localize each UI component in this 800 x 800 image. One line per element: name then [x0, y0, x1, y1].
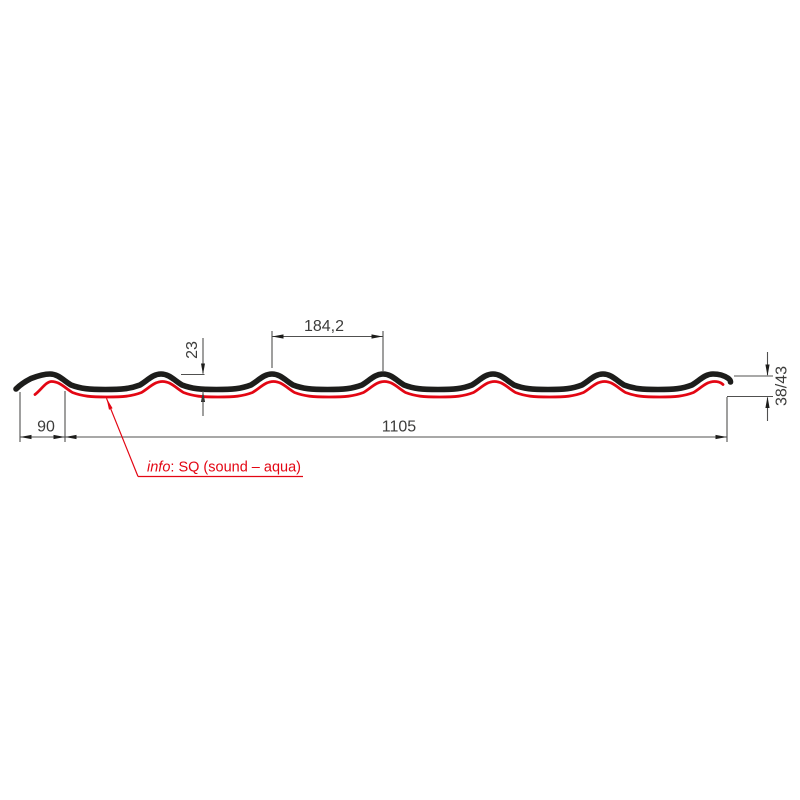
arrowhead-left [65, 434, 77, 440]
dimension-total-width: 90 1105 [19, 391, 728, 442]
leader-arrowhead [106, 398, 113, 410]
profile-depth-label: 23 [184, 341, 201, 359]
total-width-label: 1105 [382, 419, 417, 436]
arrowhead-down [765, 364, 770, 376]
arrowhead-right [53, 434, 65, 440]
arrowhead-right [371, 334, 383, 339]
module-width-label: 184,2 [304, 318, 344, 335]
arrowhead-right [715, 434, 727, 440]
dimension-profile-height: 38/43 [727, 352, 791, 421]
info-label: info: SQ (sound – aqua) [147, 460, 301, 476]
info-leader: info: SQ (sound – aqua) [105, 398, 303, 478]
dimension-profile-depth: 23 [181, 338, 205, 416]
sheet-profile-outline [13, 371, 734, 393]
profile-section [13, 371, 734, 399]
dimension-module-width: 184,2 [271, 318, 384, 371]
info-label-prefix: info [147, 460, 170, 476]
profile-height-label: 38/43 [774, 366, 791, 406]
info-label-text: : SQ (sound – aqua) [170, 460, 301, 476]
arrowhead-down [201, 363, 205, 375]
arrowhead-up [765, 396, 770, 408]
sound-aqua-layer-line [33, 380, 725, 399]
arrowhead-left [272, 334, 284, 339]
arrowhead-left [20, 434, 32, 440]
leader-line [105, 398, 139, 477]
edge-offset-label: 90 [37, 419, 55, 436]
